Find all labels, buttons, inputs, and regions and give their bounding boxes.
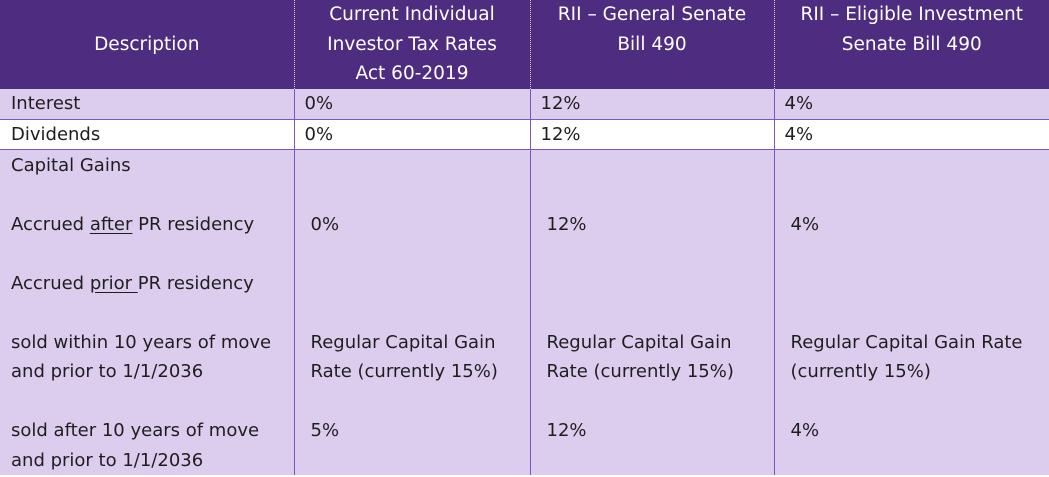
within-10-current-line2: Rate (currently 15%) — [310, 361, 498, 382]
capital-gains-labels: Capital Gains Accrued after PR residency… — [0, 149, 294, 475]
cell-general: 12% — [529, 89, 774, 120]
after-10-eligible: 4% — [790, 420, 820, 441]
header-rii-eligible: RII – Eligible Investment Senate Bill 49… — [773, 0, 1049, 89]
within-10-eligible-line2: (currently 15%) — [790, 361, 931, 382]
after-10-label-line2: and prior to 1/1/2036 — [11, 449, 204, 471]
header-current-rates: Current Individual Investor Tax Rates Ac… — [293, 0, 530, 89]
capital-gains-current: 0% Regular Capital Gain Rate (currently … — [293, 149, 530, 475]
within-10-general-line1: Regular Capital Gain — [546, 331, 732, 353]
row-label: Dividends — [0, 119, 294, 150]
after-10-current: 5% — [310, 420, 340, 441]
table-row-dividends: Dividends 0% 12% 4% — [0, 119, 1049, 150]
within-10-general-line2: Rate (currently 15%) — [546, 361, 734, 382]
table-row-capital-gains: Capital Gains Accrued after PR residency… — [0, 149, 1049, 475]
within-10-current-line1: Regular Capital Gain — [310, 331, 496, 353]
accrued-after-label: Accrued after PR residency — [11, 213, 255, 235]
accrued-after-current: 0% — [310, 213, 340, 235]
within-10-label-line2: and prior to 1/1/2036 — [11, 361, 204, 382]
cell-eligible: 4% — [773, 89, 1049, 120]
cell-eligible: 4% — [773, 119, 1049, 150]
cell-general: 12% — [529, 119, 774, 150]
cell-current: 0% — [293, 89, 530, 120]
capital-gains-title: Capital Gains — [11, 154, 131, 176]
cell-current: 0% — [293, 119, 530, 150]
accrued-after-eligible: 4% — [790, 213, 820, 235]
accrued-after-general: 12% — [546, 213, 587, 235]
header-description: Description — [0, 0, 294, 89]
row-label: Interest — [0, 89, 294, 120]
after-10-general: 12% — [546, 420, 587, 441]
within-10-eligible-line1: Regular Capital Gain Rate — [790, 331, 1023, 353]
capital-gains-general: 12% Regular Capital Gain Rate (currently… — [529, 149, 774, 475]
within-10-label-line1: sold within 10 years of move — [11, 331, 272, 353]
accrued-prior-label: Accrued prior PR residency — [11, 272, 254, 294]
header-row: Description Current Individual Investor … — [0, 0, 1049, 89]
capital-gains-eligible: 4% Regular Capital Gain Rate (currently … — [773, 149, 1049, 475]
header-rii-general: RII – General Senate Bill 490 — [529, 0, 774, 89]
after-10-label-line1: sold after 10 years of move — [11, 420, 260, 441]
table-row-interest: Interest 0% 12% 4% — [0, 89, 1049, 120]
